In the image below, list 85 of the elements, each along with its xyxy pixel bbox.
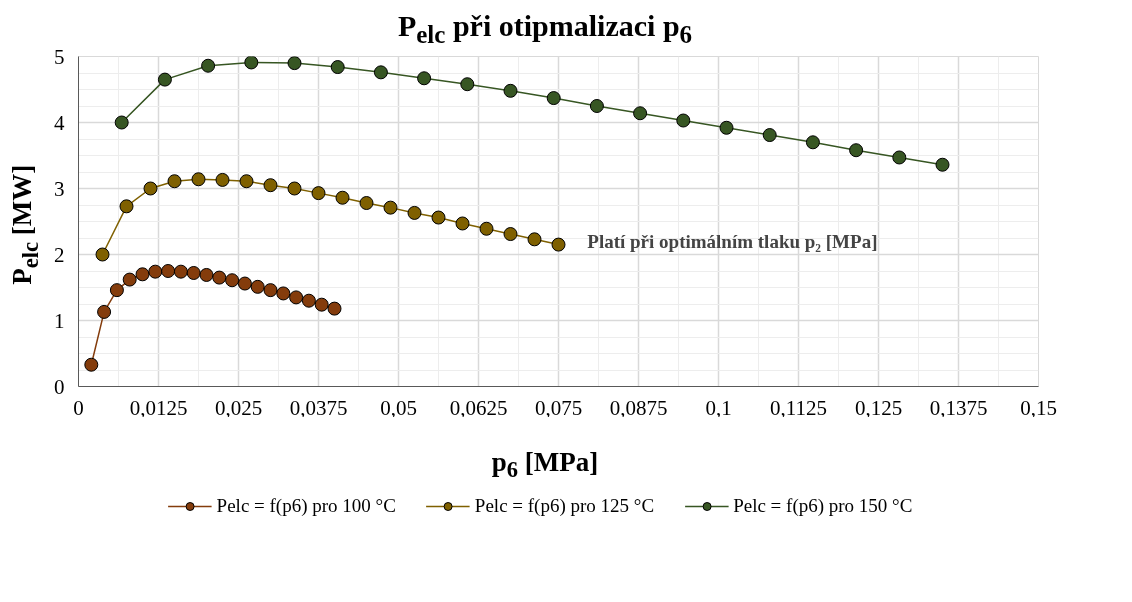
- legend-label: Pelc = f(p6) pro 150 °C: [733, 495, 913, 517]
- x-tick-label: 0,05: [380, 395, 417, 420]
- point: [373, 65, 388, 80]
- point: [589, 99, 604, 113]
- point: [311, 186, 326, 201]
- point: [327, 301, 342, 316]
- legend-label: Pelc = f(p6) pro 100 °C: [216, 495, 396, 517]
- point: [503, 227, 518, 242]
- point: [301, 293, 316, 308]
- point: [109, 283, 124, 298]
- point: [287, 181, 302, 196]
- point: [431, 210, 446, 225]
- point: [892, 150, 907, 165]
- point: [97, 304, 112, 319]
- x-tick-label: 0: [73, 395, 84, 420]
- point: [935, 157, 950, 172]
- point: [805, 135, 820, 150]
- point: [527, 232, 542, 247]
- point: [225, 273, 240, 288]
- chart-title: P$_{elc}$ při otipmalizaci p$_{6}$: [397, 9, 693, 48]
- point: [199, 267, 214, 282]
- point: [314, 297, 329, 312]
- point: [84, 357, 99, 372]
- point: [330, 60, 345, 75]
- point: [215, 172, 230, 187]
- point: [287, 56, 302, 71]
- point: [114, 115, 129, 130]
- annotation: Platí při optimálním tlaku p₂ [MPa]: [587, 230, 878, 252]
- point: [161, 264, 176, 278]
- point: [263, 178, 278, 193]
- point: [676, 113, 691, 128]
- point: [191, 172, 206, 187]
- point: [95, 247, 110, 262]
- x-tick-label: 0,0875: [609, 395, 668, 420]
- point: [455, 216, 470, 231]
- x-tick-label: 0,1375: [929, 395, 988, 420]
- x-tick-label: 0,15: [1020, 395, 1057, 420]
- point: [167, 174, 182, 189]
- point: [359, 196, 374, 211]
- point: [503, 83, 518, 98]
- point: [719, 120, 734, 135]
- y-tick-label: 5: [54, 44, 65, 69]
- point: [250, 279, 265, 294]
- y-tick-label: 0: [54, 374, 65, 399]
- y-tick-label: 2: [54, 242, 65, 267]
- point: [633, 106, 648, 121]
- x-tick-label: 0,0125: [129, 395, 188, 420]
- point: [417, 71, 432, 86]
- point: [407, 205, 422, 220]
- legend-label: Pelc = f(p6) pro 125 °C: [474, 495, 655, 517]
- point: [135, 267, 150, 282]
- x-tick-label: 0,025: [214, 395, 263, 420]
- point: [551, 237, 566, 252]
- point: [383, 200, 398, 215]
- point: [186, 265, 201, 280]
- y-tick-label: 1: [54, 308, 65, 333]
- point: [212, 270, 227, 285]
- point: [479, 221, 494, 236]
- point: [201, 58, 216, 73]
- point: [143, 181, 158, 196]
- point: [237, 276, 252, 291]
- x-tick-label: 0,1: [705, 395, 732, 420]
- point: [849, 143, 864, 158]
- x-tick-label: 0,1125: [770, 395, 827, 420]
- point: [148, 264, 163, 279]
- x-tick-label: 0,0625: [449, 395, 508, 420]
- point: [289, 290, 304, 305]
- point: [157, 72, 172, 87]
- point: [122, 272, 137, 287]
- y-tick-label: 4: [54, 110, 65, 135]
- point: [546, 91, 561, 106]
- point: [762, 128, 777, 143]
- point: [173, 264, 188, 279]
- x-tick-label: 0,075: [534, 395, 583, 420]
- point: [119, 199, 134, 214]
- x-tick-label: 0,0375: [289, 395, 348, 420]
- point: [335, 190, 350, 205]
- point: [460, 77, 475, 92]
- point: [244, 56, 259, 70]
- point: [239, 174, 254, 189]
- x-axis-title: p$_{6}$ [MPa]: [490, 446, 600, 485]
- point: [276, 286, 291, 301]
- y-tick-label: 3: [54, 176, 65, 201]
- x-tick-label: 0,125: [854, 395, 903, 420]
- point: [263, 283, 278, 298]
